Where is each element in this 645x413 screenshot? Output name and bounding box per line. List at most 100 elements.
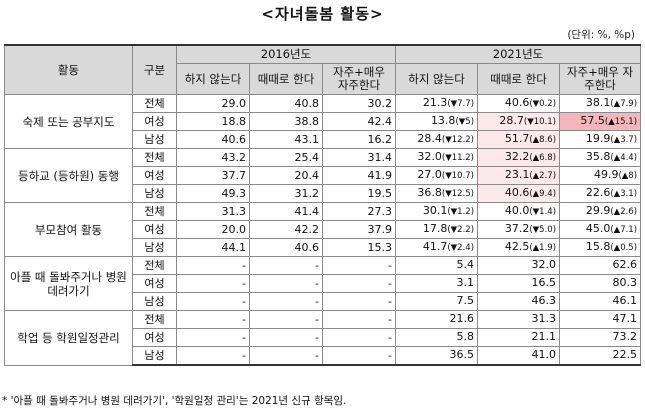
value-2021: 73.2 bbox=[559, 328, 642, 347]
value-2016: 31.4 bbox=[321, 148, 397, 167]
value-2021: 28.4(▼12.2) bbox=[395, 130, 479, 149]
value-2021: 57.5(▲15.1) bbox=[559, 112, 642, 131]
header-group: 구분 bbox=[132, 44, 177, 95]
value-2016: 41.9 bbox=[321, 166, 397, 185]
value-2016: - bbox=[249, 292, 323, 311]
value-2021-number: 36.5 bbox=[449, 348, 475, 361]
value-2021: 41.7(▼2.4) bbox=[395, 238, 479, 257]
activity-label: 숙제 또는 공부지도 bbox=[4, 94, 133, 149]
group-label: 여성 bbox=[132, 328, 177, 347]
change-indicator: (▲9.4) bbox=[529, 189, 557, 199]
value-2021: 40.6(▼0.2) bbox=[477, 94, 561, 113]
table-row: 여성 - - -5.8 21.1 73.2 bbox=[5, 328, 642, 347]
change-indicator: (▼12.2) bbox=[441, 135, 475, 145]
change-indicator: (▲4.4) bbox=[610, 153, 638, 163]
group-label: 남성 bbox=[132, 292, 177, 311]
value-2021-number: 27.0 bbox=[417, 168, 442, 181]
value-2021: 7.5 bbox=[395, 292, 479, 311]
value-2021: 3.1 bbox=[395, 274, 479, 293]
change-indicator: (▲8.6) bbox=[529, 135, 557, 145]
value-2021: 22.5 bbox=[559, 346, 642, 366]
header-2021-not: 하지 않는다 bbox=[395, 63, 479, 95]
value-2021-number: 40.6 bbox=[504, 96, 530, 109]
value-2021-number: 46.1 bbox=[612, 294, 638, 307]
change-indicator: (▲2.7) bbox=[529, 171, 557, 181]
value-2016: 38.8 bbox=[249, 112, 323, 131]
value-2021-number: 46.3 bbox=[531, 294, 557, 307]
value-2021: 5.8 bbox=[395, 328, 479, 347]
value-2021: 40.6(▲9.4) bbox=[477, 184, 561, 203]
value-2021: 27.0(▼10.7) bbox=[395, 166, 479, 185]
header-2021-often: 자주+매우 자주한다 bbox=[559, 63, 642, 95]
group-label: 전체 bbox=[132, 94, 177, 113]
value-2016: 43.1 bbox=[249, 130, 323, 149]
value-2016: 42.2 bbox=[249, 220, 323, 239]
group-label: 여성 bbox=[132, 220, 177, 239]
change-indicator: (▲1.9) bbox=[529, 243, 557, 253]
value-2021-number: 57.5 bbox=[580, 114, 605, 127]
table-row: 학업 등 학원일정관리 전체 - - -21.6 31.3 47.1 bbox=[4, 310, 642, 366]
footnote: * '아플 때 돌봐주거나 병원 데려가기', '학원일정 관리'는 2021년… bbox=[2, 395, 347, 407]
unit-label: (단위: %, %p) bbox=[567, 29, 635, 41]
value-2016: 37.9 bbox=[321, 220, 397, 239]
group-label: 남성 bbox=[132, 238, 177, 257]
value-2021-number: 21.1 bbox=[531, 330, 557, 343]
table-title: <자녀돌봄 활동> bbox=[261, 5, 384, 23]
change-indicator: (▲3.1) bbox=[610, 189, 638, 199]
group-label: 전체 bbox=[132, 202, 177, 221]
value-2021: 17.8(▼2.2) bbox=[395, 220, 479, 239]
table-row: 숙제 또는 공부지도 전체 29.0 40.8 30.2 21.3(▼7.7) 40.6(▼… bbox=[4, 94, 642, 149]
change-indicator: (▲0.5) bbox=[610, 243, 638, 253]
value-2021: 46.1 bbox=[559, 292, 642, 311]
change-indicator: (▲7.1) bbox=[610, 225, 638, 235]
value-2021-number: 62.6 bbox=[612, 258, 638, 271]
value-2021: 42.5(▲1.9) bbox=[477, 238, 561, 257]
value-2021-number: 3.1 bbox=[456, 276, 475, 289]
value-2016: - bbox=[176, 328, 250, 347]
value-2021-number: 21.6 bbox=[449, 312, 475, 325]
change-indicator: (▼2.2) bbox=[447, 225, 475, 235]
value-2021-number: 22.6 bbox=[585, 186, 611, 199]
value-2016: 40.8 bbox=[249, 94, 323, 113]
value-2021: 47.1 bbox=[559, 310, 642, 329]
header-activity: 활동 bbox=[4, 44, 133, 95]
header-2016-sometimes: 때때로 한다 bbox=[249, 63, 323, 95]
value-2021-number: 80.3 bbox=[612, 276, 638, 289]
value-2016: 18.8 bbox=[176, 112, 250, 131]
childcare-activity-table: 활동 구분 2016년도 2021년도 하지 않는다 때때로 한다 자주+매우 … bbox=[4, 44, 642, 366]
value-2021: 49.9(▲8) bbox=[559, 166, 642, 185]
value-2016: - bbox=[176, 292, 250, 311]
value-2021: 30.1(▼1.2) bbox=[395, 202, 479, 221]
activity-label: 학업 등 학원일정관리 bbox=[4, 310, 133, 366]
value-2016: 30.2 bbox=[321, 94, 397, 113]
value-2021-number: 32.2 bbox=[504, 150, 530, 163]
value-2016: 20.0 bbox=[176, 220, 250, 239]
value-2021: 40.0(▼1.4) bbox=[477, 202, 561, 221]
group-label: 여성 bbox=[132, 166, 177, 185]
value-2021: 21.6 bbox=[395, 310, 479, 329]
table-row: 여성 37.7 20.4 41.9 27.0(▼10.7) 23.1(▲2.7) 49.9(… bbox=[5, 166, 642, 185]
value-2021-number: 40.0 bbox=[504, 204, 530, 217]
value-2021: 80.3 bbox=[559, 274, 642, 293]
change-indicator: (▲2.6) bbox=[610, 207, 638, 217]
change-indicator: (▲3.7) bbox=[610, 135, 638, 145]
value-2021-number: 32.0 bbox=[417, 150, 442, 163]
value-2021: 38.1(▲7.9) bbox=[559, 94, 642, 113]
value-2021-number: 13.8 bbox=[430, 114, 456, 127]
activity-label: 부모참여 활동 bbox=[4, 202, 133, 257]
value-2016: - bbox=[321, 328, 397, 347]
value-2016: 49.3 bbox=[176, 184, 250, 203]
value-2016: - bbox=[321, 310, 397, 329]
change-indicator: (▼2.4) bbox=[447, 243, 475, 253]
value-2016: - bbox=[249, 328, 323, 347]
value-2021: 31.3 bbox=[477, 310, 561, 329]
value-2016: 15.3 bbox=[321, 238, 397, 257]
change-indicator: (▼7.7) bbox=[447, 99, 475, 109]
value-2021: 37.2(▼5.0) bbox=[477, 220, 561, 239]
value-2021-number: 41.7 bbox=[422, 240, 448, 253]
value-2016: 31.2 bbox=[249, 184, 323, 203]
value-2021-number: 47.1 bbox=[612, 312, 638, 325]
value-2021-number: 17.8 bbox=[422, 222, 448, 235]
value-2021-number: 32.0 bbox=[531, 258, 557, 271]
value-2021-number: 30.1 bbox=[422, 204, 448, 217]
